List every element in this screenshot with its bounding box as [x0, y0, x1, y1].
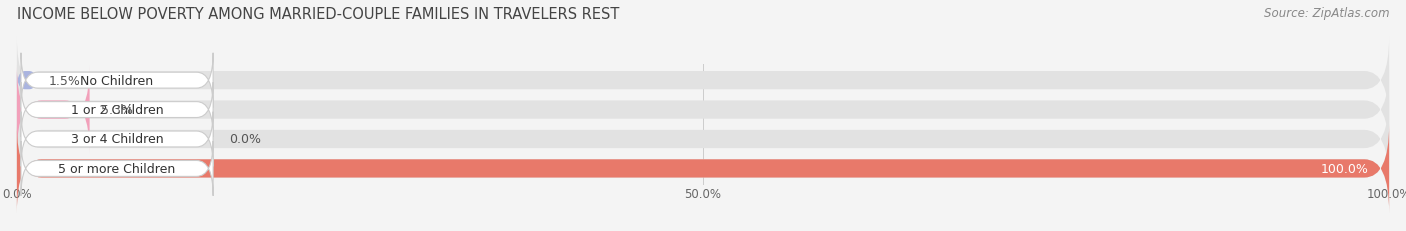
FancyBboxPatch shape: [17, 67, 1389, 154]
FancyBboxPatch shape: [17, 37, 1389, 125]
Text: No Children: No Children: [80, 74, 153, 87]
FancyBboxPatch shape: [17, 72, 38, 90]
Text: 1 or 2 Children: 1 or 2 Children: [70, 104, 163, 117]
Text: Source: ZipAtlas.com: Source: ZipAtlas.com: [1264, 7, 1389, 20]
FancyBboxPatch shape: [21, 54, 214, 108]
FancyBboxPatch shape: [21, 141, 214, 196]
Text: 3 or 4 Children: 3 or 4 Children: [70, 133, 163, 146]
Text: 0.0%: 0.0%: [229, 133, 262, 146]
Text: 5.3%: 5.3%: [101, 104, 132, 117]
FancyBboxPatch shape: [21, 112, 214, 167]
Text: 5 or more Children: 5 or more Children: [59, 162, 176, 175]
FancyBboxPatch shape: [17, 125, 1389, 212]
Text: 1.5%: 1.5%: [48, 74, 80, 87]
FancyBboxPatch shape: [17, 96, 1389, 183]
FancyBboxPatch shape: [21, 83, 214, 137]
FancyBboxPatch shape: [17, 125, 1389, 212]
Text: INCOME BELOW POVERTY AMONG MARRIED-COUPLE FAMILIES IN TRAVELERS REST: INCOME BELOW POVERTY AMONG MARRIED-COUPL…: [17, 7, 619, 22]
FancyBboxPatch shape: [17, 67, 90, 154]
Text: 100.0%: 100.0%: [1320, 162, 1368, 175]
